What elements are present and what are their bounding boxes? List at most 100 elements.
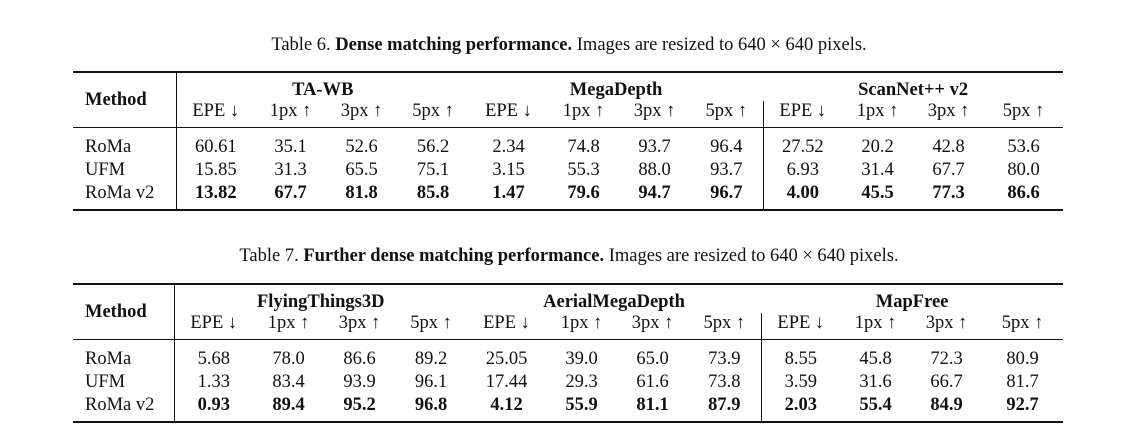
value-cell: 80.0 — [1007, 160, 1040, 180]
metric-header: EPE ↓ — [469, 101, 549, 128]
value-cell: 27.52 — [762, 127, 843, 159]
value-cell: 81.7 — [1006, 372, 1039, 392]
table6-caption: Table 6. Dense matching performance. Ima… — [0, 34, 1138, 56]
table-row: RoMa v2 13.82 67.7 81.8 85.8 1.47 79.6 94.7 96.7… — [73, 182, 1064, 211]
metric-header: 1px ↑ — [548, 101, 620, 128]
table-row: UFM 15.85 31.3 65.5 75.1 3.15 55.3 88.0 93.7 6.93… — [73, 159, 1063, 182]
value-cell: 81.1 — [617, 394, 688, 423]
value-cell: 83.4 — [272, 372, 305, 392]
value-cell: 89.2 — [414, 349, 448, 369]
metric-header: 1px ↑ — [842, 101, 914, 128]
value-cell: 65.0 — [636, 349, 669, 369]
value-cell: 8.55 — [760, 339, 841, 371]
metric-header: 5px ↑ — [397, 101, 470, 128]
table-row: RoMa 60.61 35.1 52.6 56.2 2.34 74.8 93.7 96.4 27.… — [73, 127, 1063, 159]
group-header: ScanNet++ v2 — [763, 71, 1064, 101]
value-cell: 42.8 — [932, 137, 965, 157]
method-cell: UFM — [85, 160, 126, 180]
value-cell: 29.3 — [565, 372, 598, 392]
table7-caption: Table 7. Further dense matching performa… — [0, 245, 1138, 267]
value-cell: 95.2 — [324, 394, 395, 423]
group-header: AerialMegaDepth — [467, 283, 762, 313]
method-cell: RoMa — [85, 349, 132, 369]
metric-header: 5px ↑ — [690, 101, 764, 128]
metric-header: 5px ↑ — [688, 313, 762, 340]
metric-header: 1px ↑ — [840, 313, 912, 340]
value-cell: 31.6 — [859, 372, 892, 392]
value-cell: 74.8 — [567, 137, 600, 157]
metric-header: EPE ↓ — [760, 313, 841, 340]
method-cell: UFM — [85, 372, 126, 392]
value-cell: 1.33 — [173, 371, 253, 394]
metric-header: 3px ↑ — [913, 101, 985, 128]
value-cell: 67.7 — [255, 182, 326, 211]
value-cell: 6.93 — [762, 159, 843, 182]
value-cell: 93.7 — [638, 137, 671, 157]
value-cell: 15.85 — [175, 159, 255, 182]
metric-header: 1px ↑ — [255, 101, 326, 128]
value-cell: 61.6 — [636, 372, 669, 392]
metric-header: EPE ↓ — [173, 313, 253, 340]
table6-caption-label: Table 6. — [271, 35, 331, 55]
value-cell: 87.9 — [688, 394, 762, 423]
value-cell: 53.6 — [1007, 137, 1040, 157]
value-cell: 56.2 — [416, 137, 450, 157]
table-row: RoMa v2 0.93 89.4 95.2 96.8 4.12 55.9 81.1 87.9 2… — [73, 394, 1064, 423]
value-cell: 93.9 — [343, 372, 376, 392]
metric-header: EPE ↓ — [175, 101, 255, 128]
value-cell: 5.68 — [173, 339, 253, 371]
table7-caption-label: Table 7. — [239, 246, 299, 266]
metric-header: 3px ↑ — [619, 101, 691, 128]
method-header: Method — [73, 283, 174, 340]
value-cell: 66.7 — [930, 372, 963, 392]
table6-caption-title: Dense matching performance. — [335, 35, 573, 55]
metric-header: EPE ↓ — [762, 101, 843, 128]
value-cell: 86.6 — [984, 182, 1064, 211]
value-cell: 67.7 — [932, 160, 965, 180]
value-cell: 96.1 — [414, 372, 448, 392]
value-cell: 79.6 — [548, 182, 620, 211]
value-cell: 3.59 — [760, 371, 841, 394]
value-cell: 1.47 — [469, 182, 549, 211]
value-cell: 80.9 — [1006, 349, 1039, 369]
value-cell: 92.7 — [982, 394, 1064, 423]
value-cell: 94.7 — [619, 182, 691, 211]
group-header: FlyingThings3D — [173, 283, 467, 313]
method-cell: RoMa v2 — [73, 394, 174, 423]
value-cell: 4.12 — [467, 394, 546, 423]
metric-header: EPE ↓ — [467, 313, 546, 340]
value-cell: 65.5 — [345, 160, 378, 180]
value-cell: 72.3 — [930, 349, 963, 369]
value-cell: 3.15 — [492, 160, 525, 180]
value-cell: 2.34 — [492, 137, 525, 157]
table-row: UFM 1.33 83.4 93.9 96.1 17.44 29.3 61.6 73.8 3.59… — [73, 371, 1063, 394]
table7-caption-text: Images are resized to 640 × 640 pixels. — [608, 246, 899, 266]
method-cell: RoMa — [85, 137, 132, 157]
value-cell: 17.44 — [485, 372, 528, 392]
value-cell: 89.4 — [253, 394, 324, 423]
group-header: MegaDepth — [469, 71, 764, 101]
table-row: RoMa 5.68 78.0 86.6 89.2 25.05 39.0 65.0 73.9 8.5… — [73, 339, 1063, 371]
value-cell: 31.3 — [274, 160, 307, 180]
metric-header: 1px ↑ — [253, 313, 324, 340]
metric-header: 3px ↑ — [326, 101, 397, 128]
value-cell: 39.0 — [565, 349, 598, 369]
value-cell: 60.61 — [175, 127, 255, 159]
value-cell: 20.2 — [861, 137, 894, 157]
value-cell: 31.4 — [861, 160, 894, 180]
value-cell: 81.8 — [326, 182, 397, 211]
value-cell: 77.3 — [913, 182, 985, 211]
value-cell: 2.03 — [760, 394, 841, 423]
method-header: Method — [73, 71, 176, 128]
value-cell: 96.8 — [395, 394, 467, 423]
value-cell: 55.9 — [546, 394, 617, 423]
metric-header: 5px ↑ — [982, 313, 1064, 340]
value-cell: 96.4 — [710, 137, 743, 157]
metric-header: 1px ↑ — [546, 313, 617, 340]
method-cell: RoMa v2 — [73, 182, 176, 211]
value-cell: 73.8 — [708, 372, 741, 392]
table7: Method FlyingThings3D AerialMegaDepth Ma… — [73, 283, 1064, 423]
value-cell: 86.6 — [343, 349, 376, 369]
group-header: MapFree — [761, 283, 1064, 313]
metric-header: 3px ↑ — [617, 313, 688, 340]
